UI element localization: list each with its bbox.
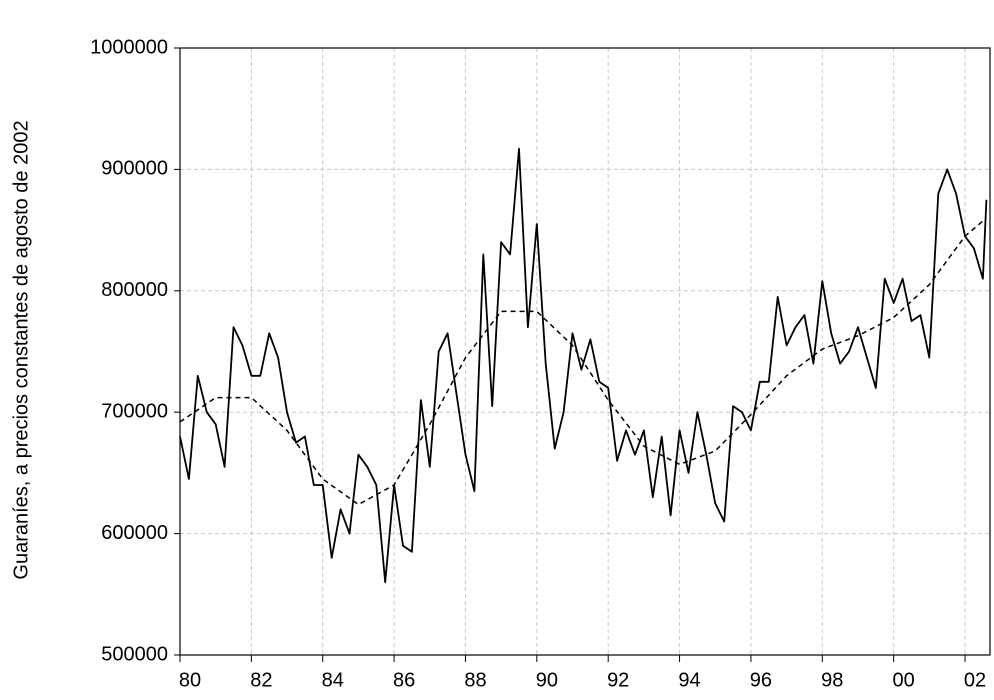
series-line xyxy=(179,217,987,506)
x-tick-label: 92 xyxy=(607,669,629,691)
x-tick-label: 84 xyxy=(322,669,344,691)
y-tick-label: 1000000 xyxy=(90,36,168,58)
x-tick-label: 82 xyxy=(250,669,272,691)
y-tick-label: 600000 xyxy=(101,522,168,544)
x-tick-label: 88 xyxy=(464,669,486,691)
plot-frame xyxy=(179,47,991,656)
x-tick-label: 86 xyxy=(393,669,415,691)
x-tick-label: 98 xyxy=(821,669,843,691)
y-tick-label: 900000 xyxy=(101,158,168,180)
x-tick-label: 00 xyxy=(893,669,915,691)
x-tick-label: 90 xyxy=(536,669,558,691)
series-line xyxy=(179,147,988,584)
x-tick-label: 80 xyxy=(179,669,201,691)
x-tick-label: 02 xyxy=(964,669,986,691)
y-tick-label: 700000 xyxy=(101,400,168,422)
y-tick-label: 500000 xyxy=(101,643,168,665)
x-tick-label: 94 xyxy=(678,669,700,691)
y-tick-label: 800000 xyxy=(101,279,168,301)
y-axis-title: Guaraníes, a precios constantes de agost… xyxy=(10,120,32,579)
x-tick-label: 96 xyxy=(750,669,772,691)
